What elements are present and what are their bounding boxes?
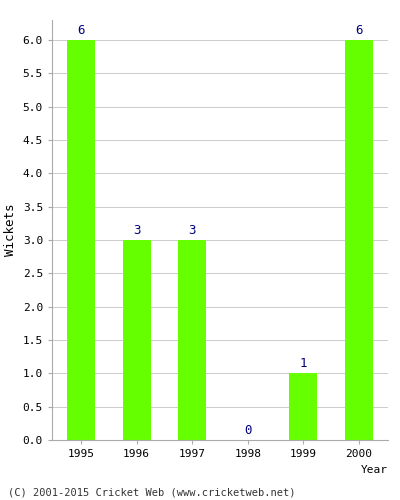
Text: 3: 3: [188, 224, 196, 236]
Text: Year: Year: [361, 465, 388, 475]
Bar: [67, 40, 95, 440]
Text: 1: 1: [300, 357, 307, 370]
Bar: [345, 40, 373, 440]
Text: 0: 0: [244, 424, 252, 436]
Y-axis label: Wickets: Wickets: [4, 204, 17, 256]
Text: 3: 3: [133, 224, 140, 236]
Bar: [290, 374, 317, 440]
Bar: [123, 240, 150, 440]
Text: (C) 2001-2015 Cricket Web (www.cricketweb.net): (C) 2001-2015 Cricket Web (www.cricketwe…: [8, 488, 296, 498]
Bar: [178, 240, 206, 440]
Text: 6: 6: [355, 24, 362, 36]
Text: 6: 6: [78, 24, 85, 36]
